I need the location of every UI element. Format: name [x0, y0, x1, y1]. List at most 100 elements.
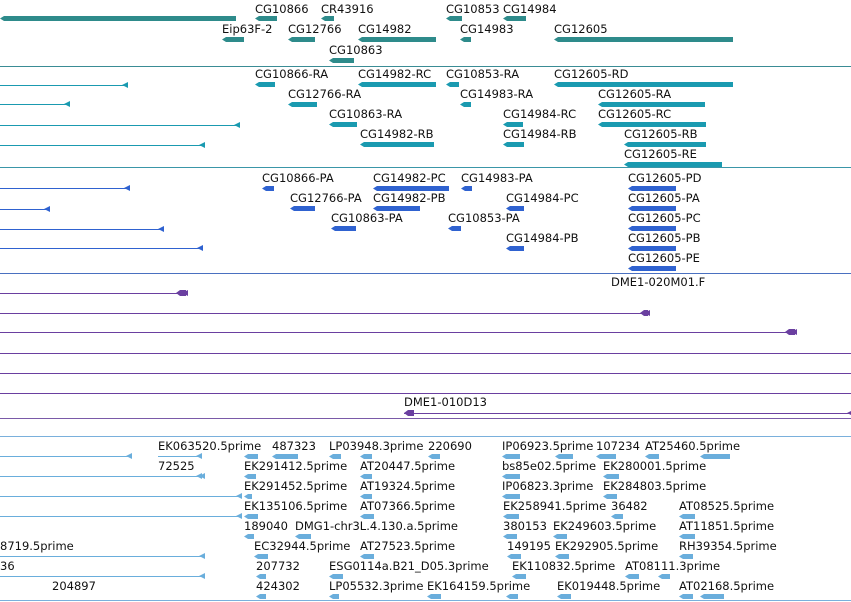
feature-connector-line[interactable]	[0, 209, 48, 210]
est-label[interactable]: IP06923.5prime	[502, 439, 594, 453]
est-label[interactable]: bs85e02.5prime	[502, 459, 597, 473]
gene-label[interactable]: CR43916	[321, 2, 374, 16]
gene-label[interactable]: CG10866	[255, 2, 309, 16]
feature-glyph[interactable]	[329, 58, 354, 63]
est-label[interactable]: AT07366.5prime	[360, 499, 456, 513]
feature-glyph[interactable]	[598, 102, 705, 107]
feature-glyph[interactable]	[785, 329, 795, 335]
feature-glyph[interactable]	[331, 226, 356, 231]
feature-glyph[interactable]	[603, 494, 617, 499]
feature-glyph[interactable]	[360, 474, 372, 479]
feature-glyph[interactable]	[598, 122, 706, 127]
gene-label[interactable]: CG10863	[329, 43, 383, 57]
est-label[interactable]: AT02168.5prime	[679, 579, 775, 593]
feature-connector-line[interactable]	[0, 353, 851, 354]
feature-glyph[interactable]	[507, 554, 521, 559]
est-label[interactable]: 207732	[256, 559, 300, 573]
transcript-label[interactable]: CG12605-RA	[598, 87, 672, 101]
protein-label[interactable]: CG12766-PA	[290, 191, 362, 205]
feature-glyph[interactable]	[700, 594, 724, 599]
feature-glyph[interactable]	[360, 454, 372, 459]
feature-connector-line[interactable]	[0, 576, 203, 577]
feature-connector-line[interactable]	[0, 188, 128, 189]
feature-glyph[interactable]	[461, 186, 472, 191]
feature-connector-line[interactable]	[158, 476, 200, 477]
feature-glyph[interactable]	[446, 16, 462, 21]
feature-glyph[interactable]	[554, 37, 733, 42]
transcript-label[interactable]: CG12766-RA	[288, 87, 362, 101]
est-label[interactable]: 380153	[503, 519, 547, 533]
transcript-label[interactable]: CG10853-RA	[446, 67, 520, 81]
feature-glyph[interactable]	[255, 16, 277, 21]
est-label[interactable]: EK110832.5prime	[512, 559, 616, 573]
est-label[interactable]: 8719.5prime	[0, 539, 74, 553]
feature-connector-line[interactable]	[0, 293, 186, 294]
protein-label[interactable]: CG14982-PB	[373, 191, 446, 205]
est-label[interactable]: 149195	[507, 539, 551, 553]
feature-glyph[interactable]	[679, 534, 695, 539]
feature-glyph[interactable]	[506, 246, 524, 251]
est-label[interactable]: AT25460.5prime	[645, 439, 741, 453]
est-label[interactable]: EK280001.5prime	[603, 459, 707, 473]
feature-glyph[interactable]	[503, 142, 524, 147]
feature-glyph[interactable]	[624, 162, 722, 167]
feature-glyph[interactable]	[460, 37, 471, 42]
feature-glyph[interactable]	[358, 82, 436, 87]
feature-glyph[interactable]	[288, 37, 315, 42]
est-label[interactable]: AT08525.5prime	[679, 499, 775, 513]
est-label[interactable]: EK135106.5prime	[244, 499, 348, 513]
protein-label[interactable]: CG10863-PA	[331, 211, 403, 225]
feature-glyph[interactable]	[222, 37, 244, 42]
feature-connector-line[interactable]	[0, 456, 130, 457]
est-label[interactable]: EK249603.5prime	[553, 519, 657, 533]
feature-connector-line[interactable]	[0, 332, 795, 333]
feature-glyph[interactable]	[679, 514, 695, 519]
feature-glyph[interactable]	[244, 514, 258, 519]
transcript-label[interactable]: CG10863-RA	[329, 107, 403, 121]
feature-glyph[interactable]	[0, 16, 236, 21]
feature-glyph[interactable]	[448, 226, 461, 231]
est-label[interactable]: AT27523.5prime	[360, 539, 456, 553]
gene-label[interactable]: CG14984	[503, 2, 557, 16]
feature-glyph[interactable]	[506, 594, 518, 599]
feature-glyph[interactable]	[329, 122, 357, 127]
feature-glyph[interactable]	[358, 37, 436, 42]
feature-glyph[interactable]	[611, 514, 623, 519]
feature-glyph[interactable]	[244, 494, 252, 499]
est-label[interactable]: EK019448.5prime	[557, 579, 661, 593]
feature-glyph[interactable]	[503, 514, 519, 519]
feature-glyph[interactable]	[645, 454, 659, 459]
feature-glyph[interactable]	[428, 454, 440, 459]
feature-connector-line[interactable]	[0, 313, 648, 314]
gene-label[interactable]: CG12766	[288, 22, 342, 36]
est-label[interactable]: LP03948.3prime	[329, 439, 424, 453]
feature-glyph[interactable]	[360, 514, 374, 519]
est-label[interactable]: 487323	[272, 439, 316, 453]
protein-label[interactable]: CG14984-PB	[506, 231, 579, 245]
feature-glyph[interactable]	[360, 494, 372, 499]
feature-glyph[interactable]	[329, 574, 343, 579]
feature-glyph[interactable]	[373, 186, 449, 191]
feature-glyph[interactable]	[700, 454, 730, 459]
transcript-label[interactable]: CG14984-RB	[503, 127, 577, 141]
feature-glyph[interactable]	[176, 290, 186, 296]
feature-glyph[interactable]	[679, 554, 693, 559]
clone-label[interactable]: DME1-010D13	[404, 395, 487, 409]
est-label[interactable]: AT08111.3prime	[625, 559, 721, 573]
est-label[interactable]: LP05532.3prime	[329, 579, 424, 593]
feature-glyph[interactable]	[244, 534, 254, 539]
transcript-label[interactable]: CG12605-RE	[624, 147, 697, 161]
feature-glyph[interactable]	[427, 594, 441, 599]
feature-glyph[interactable]	[262, 186, 274, 191]
feature-connector-line[interactable]	[0, 125, 238, 126]
est-label[interactable]: 36482	[611, 499, 648, 513]
est-label[interactable]: ESG0114a.B21_D05.3prime	[329, 559, 489, 573]
feature-connector-line[interactable]	[0, 476, 203, 477]
feature-glyph[interactable]	[628, 266, 676, 271]
feature-glyph[interactable]	[554, 82, 733, 87]
protein-label[interactable]: CG12605-PC	[628, 211, 701, 225]
feature-glyph[interactable]	[596, 454, 616, 459]
transcript-label[interactable]: CG14983-RA	[460, 87, 534, 101]
feature-glyph[interactable]	[553, 534, 567, 539]
est-label[interactable]: AT11851.5prime	[679, 519, 775, 533]
